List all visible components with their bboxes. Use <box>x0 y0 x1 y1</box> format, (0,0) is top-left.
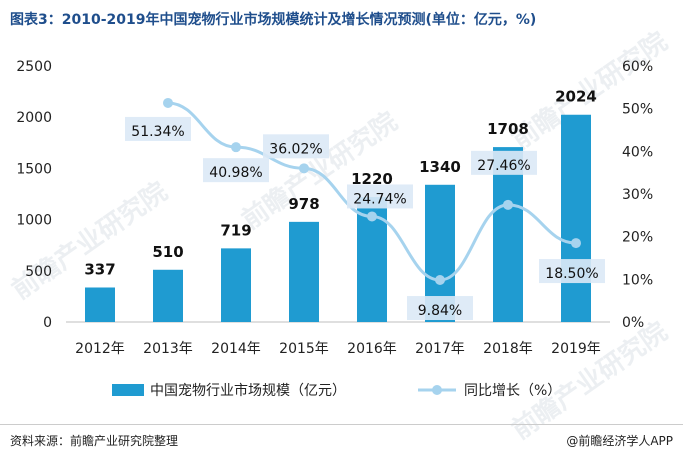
growth-value-label: 40.98% <box>209 165 262 181</box>
line-layer <box>163 97 581 286</box>
bar-value-label: 510 <box>152 243 183 261</box>
growth-value-label: 18.50% <box>545 266 598 282</box>
growth-point <box>435 275 445 286</box>
left-tick-label: 0 <box>43 315 52 331</box>
legend: 中国宠物行业市场规模（亿元） 同比增长（%） <box>112 382 561 399</box>
x-tick-label: 2012年 <box>75 341 125 357</box>
right-tick-label: 40% <box>622 144 653 160</box>
right-tick-label: 0% <box>622 315 644 331</box>
bar <box>289 221 319 322</box>
bar <box>221 248 251 322</box>
x-tick-label: 2019年 <box>551 341 601 357</box>
growth-point <box>503 199 513 210</box>
growth-label-box <box>347 184 413 209</box>
growth-value-label: 51.34% <box>131 124 184 140</box>
growth-label-box <box>125 116 191 141</box>
x-tick-label: 2013年 <box>143 341 193 357</box>
bar <box>493 147 523 322</box>
right-tick-label: 60% <box>622 59 653 75</box>
source-note: 资料来源：前瞻产业研究院整理 <box>10 434 179 448</box>
growth-label-box <box>407 296 473 321</box>
right-tick-label: 50% <box>622 102 653 118</box>
chart-title: 图表3：2010-2019年中国宠物行业市场规模统计及增长情况预测(单位：亿元，… <box>10 12 537 28</box>
growth-point <box>231 142 241 153</box>
right-tick-label: 20% <box>622 230 653 246</box>
left-tick-label: 500 <box>25 264 52 280</box>
growth-label-box <box>539 259 605 284</box>
bar <box>153 269 183 322</box>
bar <box>85 287 115 322</box>
left-tick-label: 1500 <box>16 161 52 177</box>
growth-label-box <box>203 158 269 183</box>
bar-value-label: 1220 <box>351 170 393 188</box>
legend-bar-label: 中国宠物行业市场规模（亿元） <box>150 382 346 399</box>
legend-line-marker <box>432 385 442 395</box>
growth-point <box>571 238 581 249</box>
growth-label-box <box>471 150 537 175</box>
growth-point <box>299 163 309 174</box>
right-tick-label: 30% <box>622 187 653 203</box>
growth-label-box <box>263 134 329 159</box>
bar-value-label: 978 <box>288 195 319 213</box>
growth-value-label: 36.02% <box>269 141 322 157</box>
bar-value-label: 719 <box>220 221 251 239</box>
right-tick-label: 10% <box>622 272 653 288</box>
x-tick-label: 2015年 <box>279 341 329 357</box>
left-tick-label: 1000 <box>16 213 52 229</box>
labels-layer: 337 510 719 978 1220 1340 1708 2024 51.34% 40.98%… <box>84 88 605 321</box>
legend-bar-swatch <box>112 384 144 396</box>
x-tick-label: 2018年 <box>483 341 533 357</box>
x-tick-label: 2017年 <box>415 341 465 357</box>
left-tick-label: 2000 <box>16 110 52 126</box>
growth-value-label: 24.74% <box>353 191 406 207</box>
growth-value-label: 9.84% <box>418 303 462 319</box>
left-tick-label: 2500 <box>16 59 52 75</box>
bar-value-label: 337 <box>84 260 115 278</box>
legend-line-label: 同比增长（%） <box>464 383 561 399</box>
x-tick-label: 2016年 <box>347 341 397 357</box>
growth-point <box>367 211 377 222</box>
bar <box>561 114 591 322</box>
x-tick-label: 2014年 <box>211 341 261 357</box>
growth-point <box>163 97 173 108</box>
watermark-text: 前瞻产业研究院 <box>6 176 173 306</box>
bar-value-label: 2024 <box>555 88 597 106</box>
bar-value-label: 1340 <box>419 158 461 176</box>
footer-divider <box>0 424 683 425</box>
bar-value-label: 1708 <box>487 120 529 138</box>
growth-value-label: 27.46% <box>477 158 530 174</box>
watermark-text: 前瞻产业研究院 <box>506 316 673 446</box>
brand-credit: @前瞻经济学人APP <box>566 434 673 448</box>
